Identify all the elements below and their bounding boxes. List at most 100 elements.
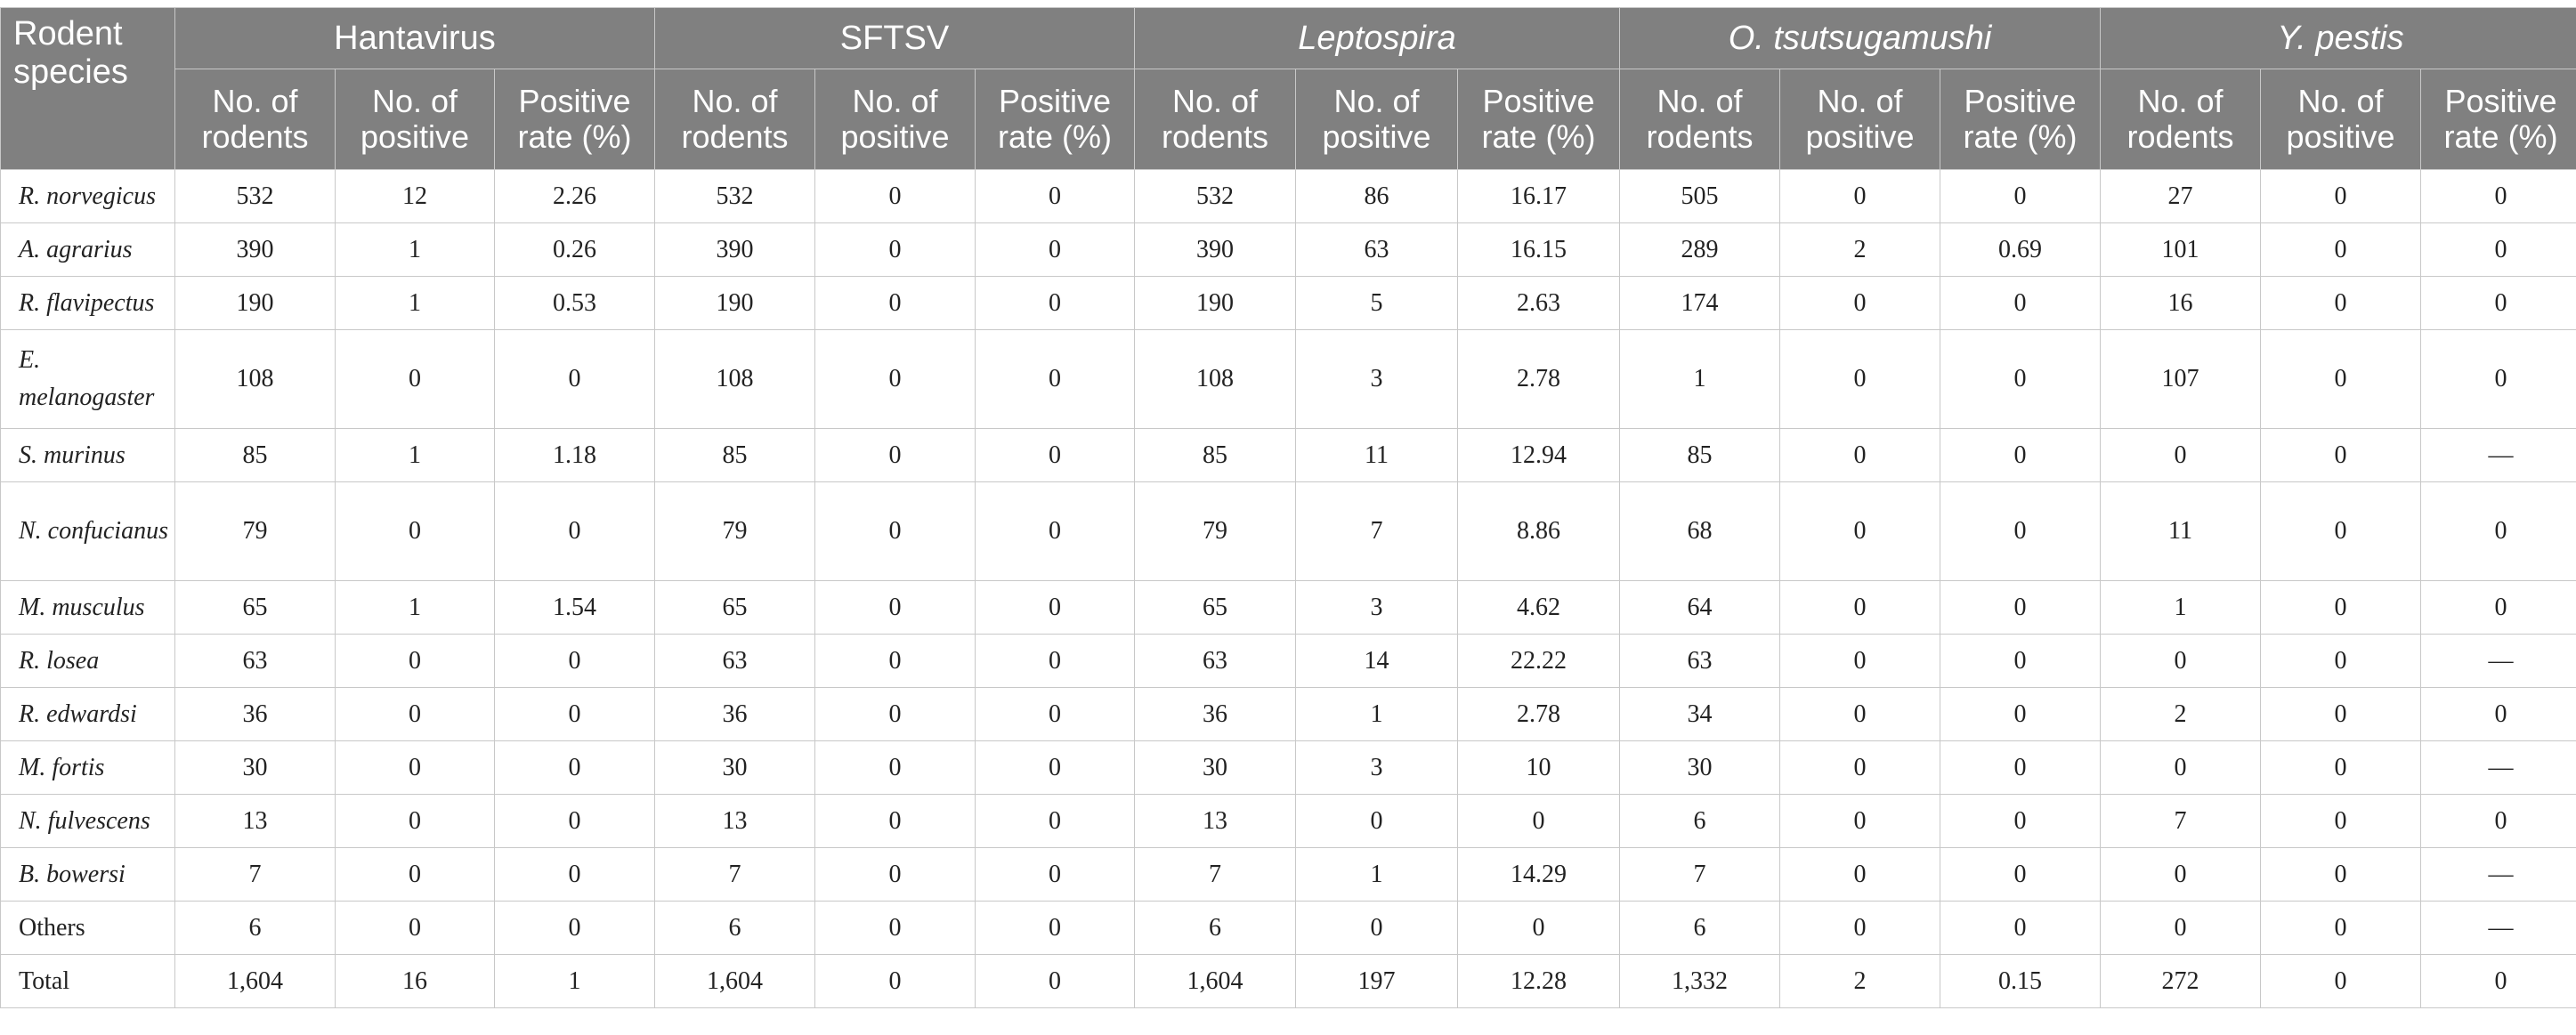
sub-header: No. of positive [335, 69, 495, 170]
value-cell: 1,604 [174, 954, 336, 1008]
value-cell: 6 [1134, 901, 1297, 955]
value-cell: 0 [1779, 481, 1941, 581]
value-cell: 0 [335, 687, 495, 741]
value-cell: 0 [2260, 580, 2422, 635]
value-cell: 85 [1619, 428, 1781, 482]
value-cell: 0 [2100, 901, 2262, 955]
species-cell: R. flavipectus [0, 276, 175, 330]
value-cell: 27 [2100, 169, 2262, 223]
value-cell: 0 [2100, 428, 2262, 482]
value-cell: 0 [1940, 276, 2102, 330]
value-cell: 63 [654, 634, 815, 688]
table-row: A. agrarius 390 1 0.26 390 0 0 390 63 16.15 289 2 0.… [0, 222, 2576, 277]
rodent-pathogen-table: Rodent species Hantavirus SFTSV Leptospira… [0, 7, 2576, 1008]
value-cell: 30 [654, 740, 815, 795]
value-cell: 6 [174, 901, 336, 955]
sub-header: Positive rate (%) [2420, 69, 2576, 170]
value-cell: 0 [1940, 329, 2102, 429]
value-cell: 1 [335, 428, 495, 482]
value-cell: 0 [1779, 794, 1941, 848]
value-cell: 30 [1134, 740, 1297, 795]
value-cell: 0 [1940, 634, 2102, 688]
value-cell: 0 [1779, 580, 1941, 635]
value-cell: 0 [814, 634, 976, 688]
value-cell: 0 [1779, 428, 1941, 482]
sub-header: No. of rodents [654, 69, 815, 170]
table-row: N. fulvescens 13 0 0 13 0 0 13 0 0 6 0 0 7 0 0 [0, 794, 2576, 848]
value-cell: 1 [335, 580, 495, 635]
value-cell: 85 [174, 428, 336, 482]
value-cell: 0 [1779, 740, 1941, 795]
value-cell: 68 [1619, 481, 1781, 581]
value-cell: 0 [1779, 329, 1941, 429]
value-cell: 34 [1619, 687, 1781, 741]
value-cell: 0.26 [494, 222, 655, 277]
value-cell: 0 [335, 740, 495, 795]
value-cell: 0 [974, 428, 1136, 482]
value-cell: 0 [335, 634, 495, 688]
value-cell: 13 [174, 794, 336, 848]
table-row: S. murinus 85 1 1.18 85 0 0 85 11 12.94 85 0 0 0 0— [0, 428, 2576, 482]
value-cell: 505 [1619, 169, 1781, 223]
value-cell: 2 [2100, 687, 2262, 741]
value-cell: 0 [814, 169, 976, 223]
value-cell: 0 [2260, 428, 2422, 482]
sub-header: No. of rodents [174, 69, 336, 170]
value-cell: 0.53 [494, 276, 655, 330]
value-cell: 0 [1940, 901, 2102, 955]
value-cell: 1 [2100, 580, 2262, 635]
value-cell: 0 [335, 329, 495, 429]
value-cell: 30 [1619, 740, 1781, 795]
value-cell: 0 [974, 687, 1136, 741]
value-cell: 0 [2260, 847, 2422, 902]
value-cell: 22.22 [1457, 634, 1621, 688]
value-cell: 390 [654, 222, 815, 277]
value-cell: 0 [974, 634, 1136, 688]
species-cell: E. melanogaster [0, 329, 175, 429]
value-cell: 0 [974, 954, 1136, 1008]
value-cell: 7 [174, 847, 336, 902]
value-cell: 11 [2100, 481, 2262, 581]
value-cell: 1 [494, 954, 655, 1008]
table-row: R. losea 63 0 0 63 0 0 63 14 22.22 63 0 0 0 0— [0, 634, 2576, 688]
value-cell: 2.63 [1457, 276, 1621, 330]
sub-header: No. of positive [1295, 69, 1459, 170]
value-cell: 6 [1619, 901, 1781, 955]
pathogen-header-label: SFTSV [839, 19, 950, 57]
value-cell: 0 [974, 481, 1136, 581]
value-cell: 0 [814, 222, 976, 277]
value-cell: 14 [1295, 634, 1459, 688]
value-cell: 174 [1619, 276, 1781, 330]
pathogen-header: Leptospira [1134, 7, 1621, 69]
value-cell: 0 [1940, 847, 2102, 902]
value-cell: 0 [974, 580, 1136, 635]
species-cell: M. musculus [0, 580, 175, 635]
value-cell: 390 [174, 222, 336, 277]
value-cell: 2.26 [494, 169, 655, 223]
value-cell: 532 [1134, 169, 1297, 223]
value-cell: 30 [174, 740, 336, 795]
value-cell: 12.28 [1457, 954, 1621, 1008]
species-cell: R. losea [0, 634, 175, 688]
value-cell: 0 [2260, 954, 2422, 1008]
value-cell: 0 [2420, 580, 2576, 635]
value-cell: 0 [2260, 169, 2422, 223]
value-cell: 289 [1619, 222, 1781, 277]
value-cell: 65 [174, 580, 336, 635]
value-cell: 0.69 [1940, 222, 2102, 277]
table-row: Others 6 0 0 6 0 0 6 0 0 6 0 0 0 0— [0, 901, 2576, 955]
value-cell: 85 [654, 428, 815, 482]
table-row: Total 1,604 16 1 1,604 0 0 1,604 197 12.28 1,332 2 0… [0, 954, 2576, 1008]
value-cell: 14.29 [1457, 847, 1621, 902]
species-cell: R. norvegicus [0, 169, 175, 223]
value-cell: 64 [1619, 580, 1781, 635]
value-cell: 0 [814, 740, 976, 795]
value-cell: 79 [1134, 481, 1297, 581]
table-row: R. edwardsi 36 0 0 36 0 0 36 1 2.78 34 0 0 2 0 0 [0, 687, 2576, 741]
species-cell: Others [0, 901, 175, 955]
value-cell: 0 [494, 634, 655, 688]
value-cell: 0 [2420, 169, 2576, 223]
pathogen-header-label: Y. pestis [2277, 19, 2404, 57]
value-cell: 0 [814, 580, 976, 635]
value-cell: — [2420, 847, 2576, 902]
